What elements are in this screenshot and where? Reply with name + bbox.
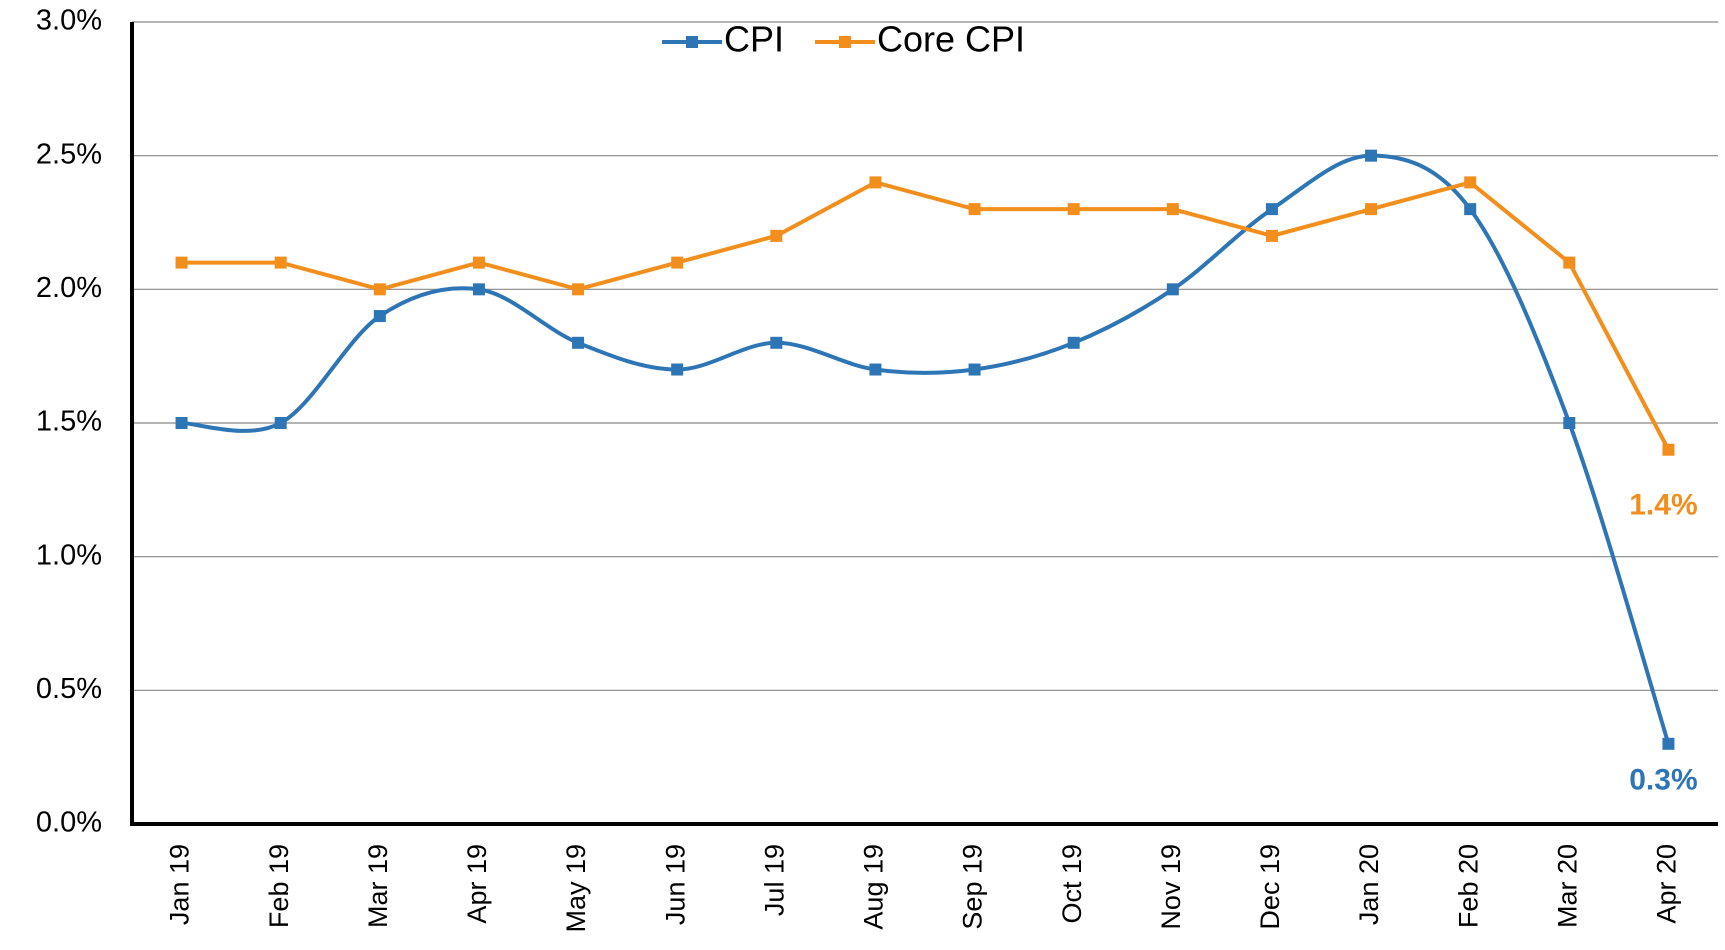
point-marker [373, 283, 386, 296]
legend-label: CPI [724, 19, 784, 60]
point-marker [1166, 203, 1179, 216]
series-line [181, 153, 1671, 745]
point-marker [572, 336, 585, 349]
x-tick-label: Jun 19 [660, 844, 690, 925]
point-marker [175, 256, 188, 269]
x-tick-label: Feb 19 [264, 844, 294, 928]
x-tick-label: Oct 19 [1057, 844, 1087, 924]
y-tick-label: 0.0% [36, 807, 102, 839]
point-marker [1464, 176, 1477, 189]
point-marker [770, 229, 783, 242]
x-tick-label: Jan 19 [165, 844, 195, 925]
x-tick-label: Apr 20 [1652, 844, 1682, 924]
y-tick-label: 2.0% [36, 272, 102, 304]
x-tick-label: Apr 19 [462, 844, 492, 924]
point-marker [1265, 229, 1278, 242]
series-line [181, 180, 1671, 451]
x-tick-label: Feb 20 [1453, 844, 1483, 928]
point-marker [572, 283, 585, 296]
point-marker [671, 256, 684, 269]
legend-label: Core CPI [877, 19, 1025, 60]
point-marker [1365, 203, 1378, 216]
point-marker [1265, 203, 1278, 216]
x-tick-label: Dec 19 [1255, 844, 1285, 930]
y-tick-label: 2.5% [36, 138, 102, 170]
point-marker [869, 176, 882, 189]
point-marker [274, 256, 287, 269]
y-tick-label: 3.0% [36, 5, 102, 37]
y-tick-label: 1.0% [36, 539, 102, 571]
data-label: 1.4% [1629, 489, 1697, 522]
point-marker [1067, 336, 1080, 349]
y-tick-label: 0.5% [36, 673, 102, 705]
point-marker [472, 283, 485, 296]
x-tick-label: Mar 19 [363, 844, 393, 928]
point-marker [869, 363, 882, 376]
point-marker [1662, 443, 1675, 456]
point-marker [175, 417, 188, 429]
x-tick-label: Nov 19 [1156, 844, 1186, 930]
point-marker [1563, 417, 1576, 429]
point-marker [1067, 203, 1080, 216]
point-marker [274, 417, 287, 429]
y-tick-label: 1.5% [36, 406, 102, 438]
x-tick-label: Mar 20 [1552, 844, 1582, 928]
legend-marker [686, 36, 698, 48]
point-marker [1166, 283, 1179, 296]
point-marker [1464, 203, 1477, 216]
x-tick-label: Jan 20 [1354, 844, 1384, 925]
data-label: 0.3% [1629, 764, 1697, 797]
point-marker [1662, 737, 1675, 750]
x-tick-label: May 19 [561, 844, 591, 933]
point-marker [373, 310, 386, 323]
point-marker [472, 256, 485, 269]
x-tick-label: Jul 19 [759, 844, 789, 916]
legend-marker [839, 36, 851, 48]
point-marker [1563, 256, 1576, 269]
x-tick-label: Aug 19 [859, 844, 889, 930]
point-marker [770, 336, 783, 349]
point-marker [968, 363, 981, 376]
point-marker [1365, 149, 1378, 162]
point-marker [968, 203, 981, 216]
point-marker [671, 363, 684, 376]
x-tick-label: Sep 19 [958, 844, 988, 930]
